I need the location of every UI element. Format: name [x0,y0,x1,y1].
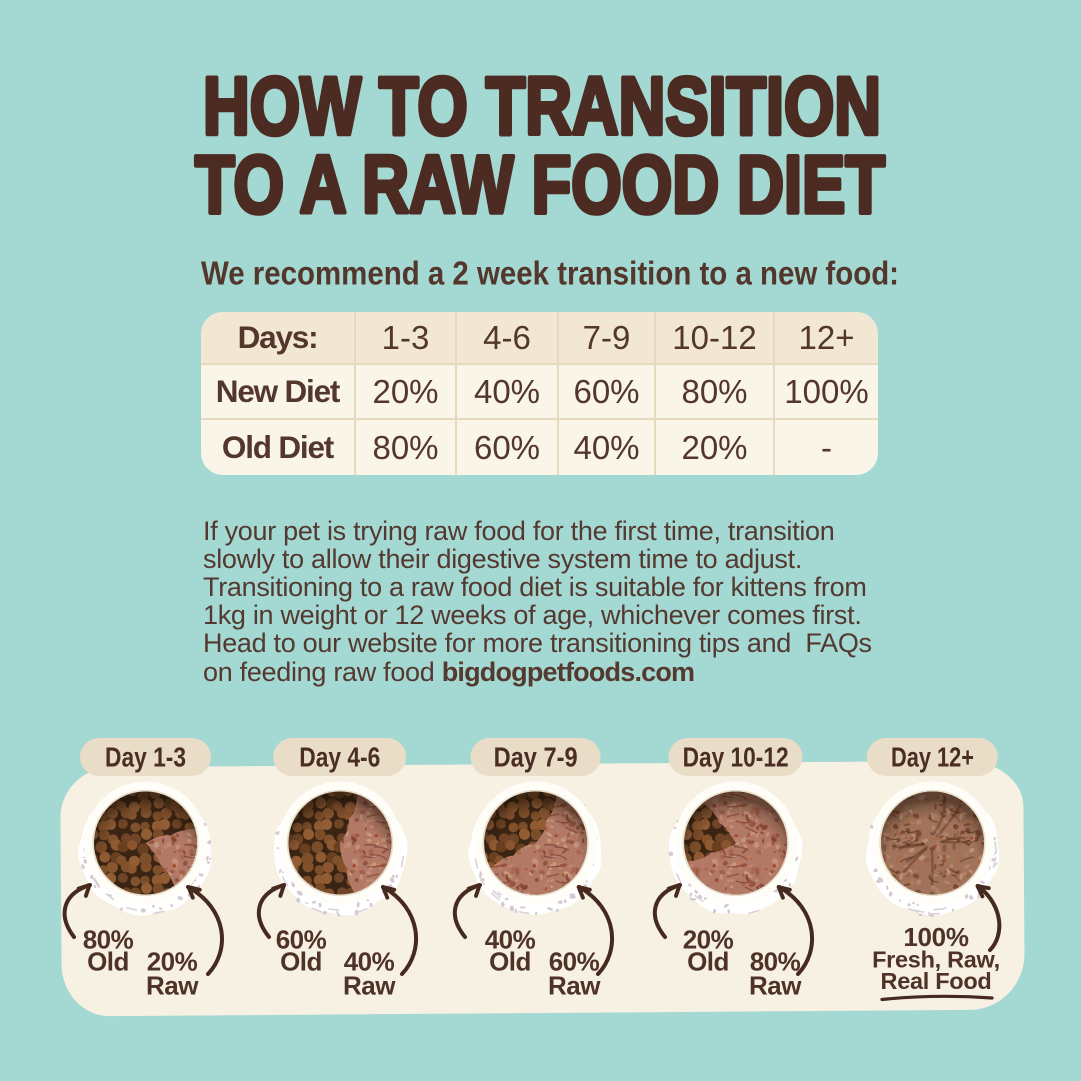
svg-text:80%: 80% [750,947,801,977]
svg-text:Day 12+: Day 12+ [891,742,974,773]
svg-text:60%: 60% [549,947,600,977]
svg-text:Raw: Raw [146,971,199,1001]
svg-text:100%: 100% [903,922,968,952]
svg-text:40%: 40% [485,925,536,955]
svg-text:20%: 20% [147,947,198,977]
svg-text:Day 1-3: Day 1-3 [105,742,186,773]
svg-text:Raw: Raw [548,971,601,1001]
svg-text:Raw: Raw [749,971,802,1001]
svg-text:20%: 20% [683,925,734,955]
svg-text:Old: Old [687,947,729,977]
svg-text:Old: Old [280,947,322,977]
svg-text:Day 10-12: Day 10-12 [683,742,789,773]
svg-text:Raw: Raw [343,971,396,1001]
svg-text:HOW TO TRANSITION: HOW TO TRANSITION [203,61,881,152]
svg-text:TO A RAW FOOD DIET: TO A RAW FOOD DIET [195,140,885,231]
svg-text:Old: Old [87,947,129,977]
svg-text:Day 4-6: Day 4-6 [299,742,380,773]
svg-text:Fresh, Raw,: Fresh, Raw, [872,947,1000,973]
svg-text:80%: 80% [83,925,134,955]
svg-text:Old: Old [489,947,531,977]
svg-text:60%: 60% [276,925,327,955]
svg-text:Day 7-9: Day 7-9 [494,742,578,773]
svg-text:40%: 40% [344,947,395,977]
svg-text:Real Food: Real Food [881,968,992,994]
svg-text:We recommend a 2 week transiti: We recommend a 2 week transition to a ne… [201,255,899,292]
